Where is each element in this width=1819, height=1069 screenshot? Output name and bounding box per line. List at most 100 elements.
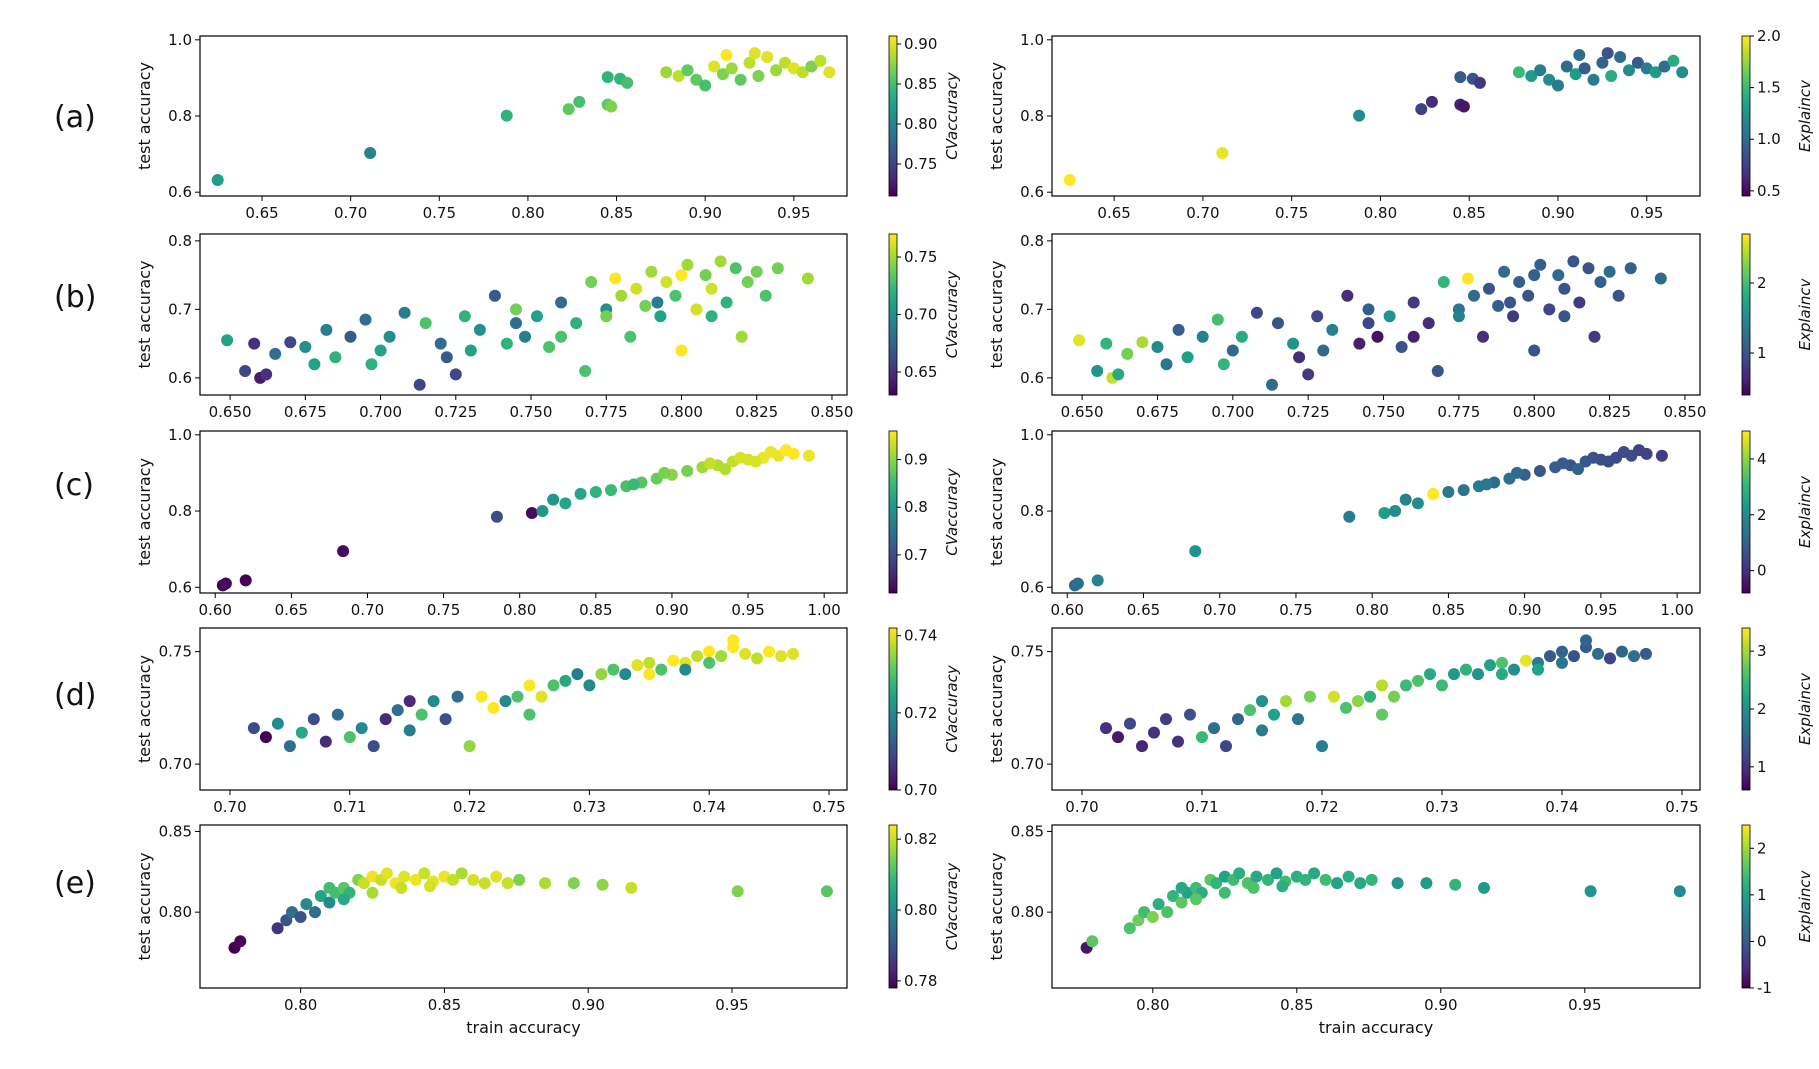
- scatter-point: [513, 873, 526, 886]
- scatter-point: [1328, 690, 1340, 703]
- scatter-point: [434, 337, 447, 350]
- scatter-point: [655, 663, 668, 676]
- scatter-point: [1308, 867, 1321, 880]
- colorbar-label: Explaincv: [1796, 79, 1814, 152]
- scatter-point: [763, 645, 776, 658]
- scatter-point: [1304, 690, 1316, 703]
- scatter-point: [1640, 647, 1652, 660]
- colorbar-tick-label: 0.90: [904, 35, 937, 53]
- scatter-point: [1556, 656, 1568, 669]
- colorbar-tick-label: 2: [1757, 839, 1767, 857]
- colorbar-label: CVaccuracy: [943, 71, 961, 160]
- colorbar-tick-label: 0.75: [904, 248, 937, 266]
- x-tick-label: 0.800: [1513, 403, 1556, 421]
- scatter-point: [1272, 317, 1284, 330]
- scatter-point: [735, 330, 748, 343]
- x-tick-label: 0.74: [693, 798, 726, 816]
- scatter-point: [1247, 881, 1260, 894]
- scatter-panel-1: 0.65 0.70 0.75 0.80 0.85 0.90 0.95 0.6 0.8 1.0 tes…: [135, 31, 961, 222]
- scatter-point: [1558, 310, 1571, 323]
- scatter-point: [1628, 650, 1640, 663]
- scatter-point: [1371, 330, 1384, 343]
- colorbar-tick-label: 0.65: [904, 363, 937, 381]
- scatter-point: [499, 695, 512, 708]
- scatter-point: [337, 893, 350, 906]
- y-axis-label: test accuracy: [135, 62, 154, 170]
- scatter-point: [823, 66, 836, 79]
- x-tick-label: 0.725: [434, 403, 477, 421]
- row-label-a: (a): [54, 100, 96, 135]
- x-tick-label: 0.725: [1287, 403, 1330, 421]
- scatter-point: [654, 310, 667, 323]
- row-label-c: (c): [54, 468, 94, 503]
- scatter-point: [1522, 289, 1535, 302]
- scatter-point: [547, 679, 560, 692]
- colorbar-tick-label: 0.70: [904, 306, 937, 324]
- y-tick-label: 0.7: [1020, 300, 1044, 318]
- scatter-point: [1196, 731, 1208, 744]
- y-tick-label: 0.70: [1011, 755, 1044, 773]
- scatter-point: [1091, 365, 1104, 377]
- y-tick-label: 0.80: [159, 903, 192, 921]
- x-tick-label: 0.775: [1437, 403, 1480, 421]
- scatter-point: [1172, 735, 1184, 748]
- scatter-point: [409, 873, 422, 886]
- scatter-point: [579, 365, 592, 377]
- colorbar: [888, 627, 898, 791]
- scatter-point: [1478, 881, 1490, 894]
- scatter-point: [1560, 60, 1573, 73]
- scatter-point: [1584, 885, 1597, 898]
- scatter-point: [1588, 330, 1601, 343]
- y-axis-label: test accuracy: [135, 458, 154, 566]
- scatter-point: [749, 455, 762, 468]
- colorbar-tick-label: 0.80: [904, 901, 937, 919]
- y-tick-label: 0.8: [168, 232, 192, 250]
- x-tick-label: 1.00: [1660, 601, 1693, 619]
- scatter-point: [440, 351, 453, 364]
- scatter-point: [500, 109, 513, 122]
- scatter-point: [1411, 497, 1424, 510]
- scatter-point: [1172, 323, 1185, 336]
- scatter-point: [523, 708, 536, 721]
- scatter-point: [1442, 486, 1455, 498]
- scatter-point: [699, 269, 712, 282]
- scatter-point: [667, 654, 680, 667]
- scatter-point: [395, 881, 408, 894]
- y-tick-label: 0.6: [1020, 183, 1044, 201]
- scatter-point: [690, 303, 703, 316]
- scatter-point: [672, 70, 685, 82]
- scatter-point: [725, 62, 738, 75]
- scatter-point: [1592, 647, 1604, 660]
- scatter-point: [299, 341, 312, 353]
- x-tick-label: 0.70: [1203, 601, 1236, 619]
- scatter-point: [1596, 56, 1609, 69]
- scatter-point: [601, 71, 614, 84]
- scatter-point: [219, 577, 232, 590]
- scatter-point: [510, 303, 522, 316]
- scatter-point: [1452, 310, 1465, 323]
- scatter-point: [1331, 877, 1344, 890]
- colorbar-label: CVaccuracy: [943, 862, 961, 951]
- scatter-point: [1071, 577, 1084, 590]
- scatter-point: [419, 317, 432, 330]
- scatter-point: [500, 337, 513, 350]
- scatter-point: [1617, 446, 1630, 458]
- scatter-point: [398, 306, 411, 319]
- colorbar-tick-label: 0: [1757, 562, 1767, 580]
- scatter-point: [543, 341, 556, 353]
- scatter-point: [814, 54, 827, 67]
- scatter-point: [1352, 695, 1364, 708]
- scatter-point: [1362, 303, 1375, 316]
- x-tick-label: 0.850: [1663, 403, 1706, 421]
- scatter-point: [269, 347, 282, 360]
- scatter-point: [475, 690, 488, 703]
- scatter-point: [424, 880, 436, 893]
- scatter-panel-2: 0.65 0.70 0.75 0.80 0.85 0.90 0.95 0.6 0.8 1.0 tes…: [987, 27, 1814, 222]
- plot-frame: [199, 430, 848, 594]
- scatter-point: [1400, 679, 1412, 692]
- scatter-point: [583, 679, 596, 692]
- row-label-e: (e): [54, 866, 96, 901]
- x-tick-label: 0.72: [1305, 798, 1338, 816]
- scatter-point: [344, 330, 357, 343]
